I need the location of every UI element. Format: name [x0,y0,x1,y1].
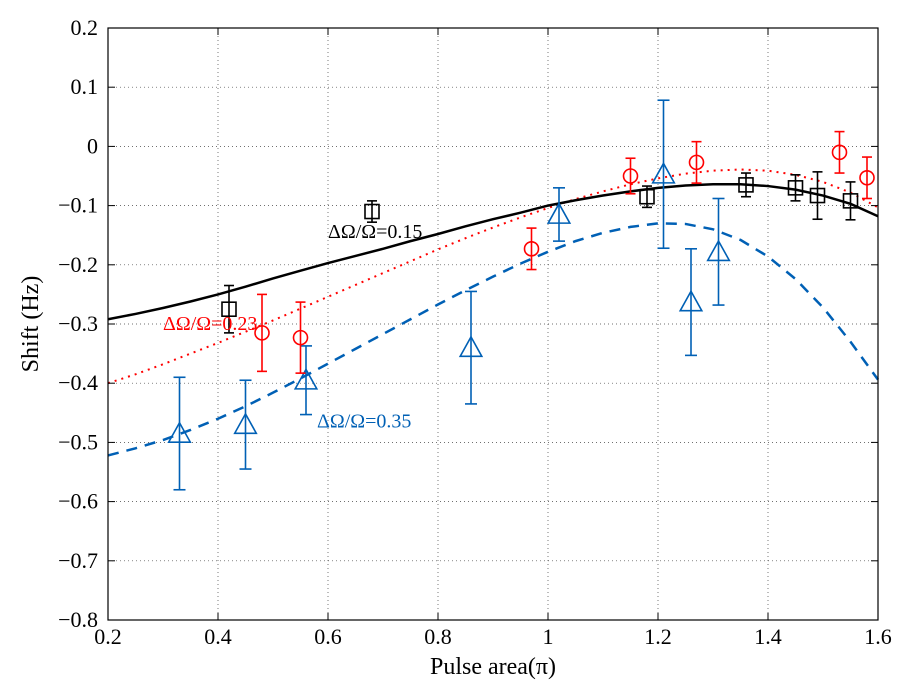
svg-text:0.8: 0.8 [424,624,452,649]
svg-text:ΔΩ/Ω=0.35: ΔΩ/Ω=0.35 [317,411,411,433]
svg-text:−0.7: −0.7 [58,548,98,573]
svg-text:Shift (Hz): Shift (Hz) [18,276,44,373]
svg-text:−0.8: −0.8 [58,607,98,632]
svg-text:1.2: 1.2 [644,624,672,649]
svg-text:0.4: 0.4 [204,624,232,649]
svg-text:0.2: 0.2 [71,15,99,40]
svg-text:1.4: 1.4 [754,624,782,649]
svg-text:ΔΩ/Ω=0.23: ΔΩ/Ω=0.23 [163,313,257,335]
svg-text:−0.1: −0.1 [58,193,98,218]
svg-text:0.1: 0.1 [71,74,99,99]
chart-svg: ΔΩ/Ω=0.15 ΔΩ/Ω=0.23 ΔΩ/Ω=0.35 0.2 0.4 0.6 0.8 1… [0,0,901,696]
svg-text:−0.2: −0.2 [58,252,98,277]
svg-text:Pulse area(π): Pulse area(π) [430,654,556,680]
svg-text:0: 0 [87,133,98,158]
svg-text:0.6: 0.6 [314,624,342,649]
svg-text:0.2: 0.2 [94,624,122,649]
svg-text:ΔΩ/Ω=0.15: ΔΩ/Ω=0.15 [328,221,422,243]
svg-text:−0.6: −0.6 [58,489,98,514]
svg-text:1.6: 1.6 [864,624,892,649]
svg-text:1: 1 [543,624,554,649]
svg-text:−0.5: −0.5 [58,429,98,454]
chart-container: ΔΩ/Ω=0.15 ΔΩ/Ω=0.23 ΔΩ/Ω=0.35 0.2 0.4 0.6 0.8 1… [0,0,901,696]
svg-text:−0.4: −0.4 [58,370,98,395]
svg-text:−0.3: −0.3 [58,311,98,336]
